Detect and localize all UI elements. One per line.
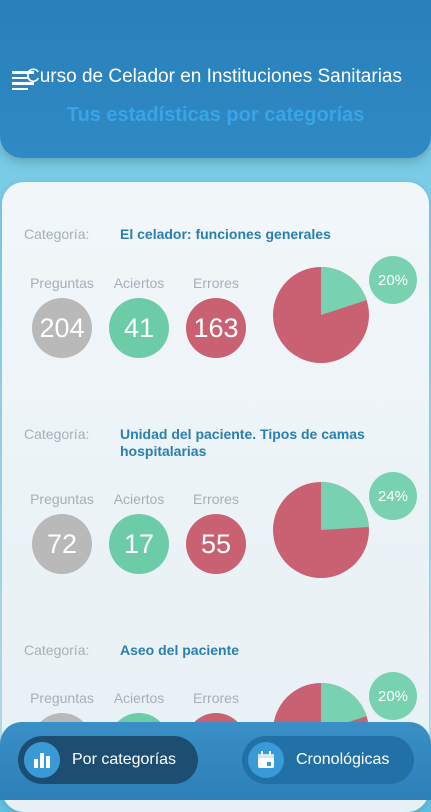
app-header: Curso de Celador en Instituciones Sanita…	[0, 0, 431, 158]
hits-label: Aciertos	[113, 275, 165, 291]
pie-hits-slice	[321, 482, 369, 530]
hit-percent-badge: 24%	[369, 472, 417, 520]
category-name: Unidad del paciente. Tipos de camas hosp…	[120, 426, 365, 459]
hits-errors-pie	[273, 267, 369, 363]
hit-percent-badge: 20%	[369, 256, 417, 304]
category-label: Categoría:	[24, 426, 90, 442]
menu-icon[interactable]	[12, 71, 34, 91]
errors-label: Errores	[193, 491, 239, 507]
category-label: Categoría:	[24, 642, 90, 658]
hit-percent-badge: 20%	[369, 672, 417, 720]
hits-label: Aciertos	[113, 491, 165, 507]
calendar-icon	[248, 742, 284, 778]
category-block: Categoría: Unidad del paciente. Tipos de…	[2, 426, 429, 626]
errors-label: Errores	[193, 690, 239, 706]
bar-chart-icon	[24, 742, 60, 778]
questions-label: Preguntas	[30, 690, 94, 706]
questions-count: 72	[32, 514, 92, 574]
questions-label: Preguntas	[30, 491, 94, 507]
app-title: Curso de Celador en Instituciones Sanita…	[26, 66, 402, 87]
tab-label: Por categorías	[72, 751, 177, 768]
questions-count: 204	[32, 298, 92, 358]
hits-count: 17	[109, 514, 169, 574]
pie-hits-slice	[321, 267, 367, 315]
page-subtitle: Tus estadísticas por categorías	[66, 104, 365, 126]
tab-by-category[interactable]: Por categorías	[18, 736, 198, 784]
tab-label: Cronológicas	[296, 751, 390, 768]
stats-card[interactable]: Categoría: El celador: funciones general…	[2, 182, 429, 812]
hits-count: 41	[109, 298, 169, 358]
questions-label: Preguntas	[30, 275, 94, 291]
category-name: Aseo del paciente	[120, 642, 240, 658]
category-label: Categoría:	[24, 226, 90, 242]
bottom-tab-bar: Por categorías Cronológicas	[0, 722, 431, 800]
category-name: El celador: funciones generales	[120, 226, 331, 242]
category-block: Categoría: El celador: funciones general…	[2, 226, 429, 426]
tab-chronological[interactable]: Cronológicas	[242, 736, 414, 784]
pie-hits-slice	[321, 683, 367, 731]
hits-label: Aciertos	[113, 690, 165, 706]
errors-count: 55	[186, 514, 246, 574]
hits-errors-pie	[273, 482, 369, 578]
errors-label: Errores	[193, 275, 239, 291]
errors-count: 163	[186, 298, 246, 358]
